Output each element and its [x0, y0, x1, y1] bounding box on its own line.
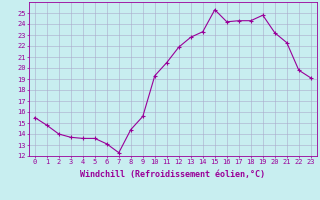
X-axis label: Windchill (Refroidissement éolien,°C): Windchill (Refroidissement éolien,°C): [80, 170, 265, 179]
